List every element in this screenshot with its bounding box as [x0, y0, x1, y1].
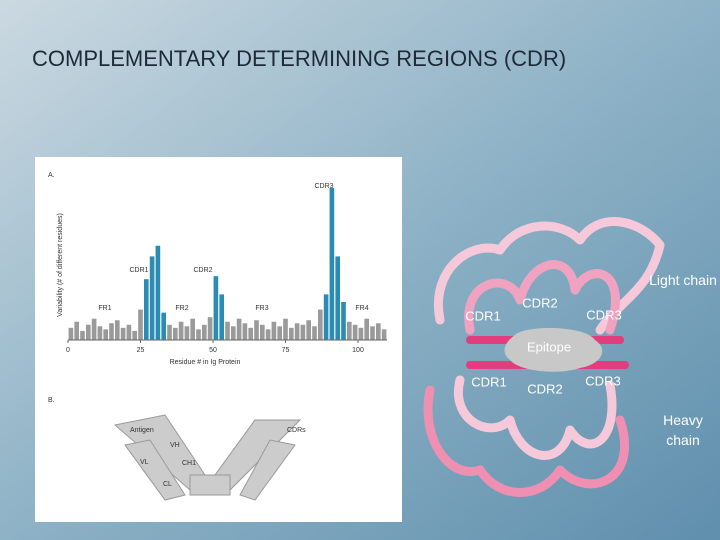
- bar: [329, 188, 335, 340]
- bar: [236, 318, 242, 340]
- epitope-label: Epitope: [527, 339, 571, 354]
- antibody-schematic: [113, 414, 302, 501]
- schematic-label: VH: [170, 442, 180, 449]
- bar: [91, 318, 97, 340]
- bar: [161, 312, 167, 340]
- bar: [196, 329, 201, 340]
- bar: [190, 318, 196, 340]
- bar: [207, 317, 213, 340]
- bar: [230, 326, 236, 340]
- region-label: CDR2: [193, 267, 212, 274]
- x-tick-label: 50: [209, 347, 217, 354]
- cdr-label: CDR1: [471, 374, 506, 389]
- schematic-label: VL: [140, 459, 149, 466]
- bar: [155, 245, 161, 340]
- bar: [172, 327, 178, 340]
- bar: [283, 318, 288, 340]
- bar: [219, 294, 225, 340]
- bar: [138, 309, 143, 340]
- bar: [213, 276, 219, 340]
- cdr-label: CDR3: [585, 373, 620, 388]
- bar: [184, 326, 190, 340]
- bar: [381, 329, 387, 340]
- bar: [265, 329, 271, 340]
- x-axis-label: Residue # in Ig Protein: [170, 359, 241, 366]
- bar: [114, 320, 120, 340]
- bar: [259, 324, 265, 340]
- bar: [178, 321, 184, 340]
- schematic-label: CL: [163, 481, 172, 488]
- diagram-labels: CDR1 CDR2 CDR3 Epitope CDR1 CDR2 CDR3: [465, 295, 621, 396]
- bar: [103, 329, 109, 340]
- bar: [335, 256, 341, 340]
- bar: [97, 326, 103, 340]
- bar: [375, 323, 381, 340]
- bar: [74, 321, 80, 340]
- light-chain-label: Light chain: [649, 272, 717, 288]
- schematic-label: CDRs: [287, 427, 306, 434]
- bar: [352, 324, 358, 340]
- bar: [288, 327, 294, 340]
- cdr-label: CDR3: [586, 307, 621, 322]
- heavy-chain-box: Heavy chain: [663, 412, 703, 448]
- region-label: FR1: [98, 305, 111, 312]
- bar: [300, 324, 306, 340]
- cdr-label: CDR2: [522, 295, 557, 310]
- bar: [80, 330, 85, 340]
- bar: [120, 327, 126, 340]
- bar: [370, 326, 375, 340]
- bar: [358, 327, 364, 340]
- cdr-diagram: [423, 217, 665, 497]
- x-tick-label: 0: [66, 347, 70, 354]
- schematic-label: CH1: [182, 460, 196, 467]
- bar: [277, 326, 283, 340]
- region-label: CDR1: [129, 267, 148, 274]
- bar: [306, 320, 312, 340]
- bar: [312, 326, 317, 340]
- bar: [85, 324, 91, 340]
- panel-label: B.: [48, 397, 55, 404]
- region-label: CDR3: [314, 183, 333, 190]
- bar: [317, 309, 323, 340]
- slide-title: COMPLEMENTARY DETERMINING REGIONS (CDR): [32, 46, 566, 71]
- bar: [271, 321, 277, 340]
- schematic-label: Antigen: [130, 427, 154, 434]
- y-axis-label: Variability (# of different residues): [57, 213, 64, 317]
- region-label: FR2: [175, 305, 188, 312]
- bar: [341, 302, 346, 340]
- x-tick-label: 25: [137, 347, 145, 354]
- light-chain-box: Light chain: [649, 272, 717, 288]
- bar: [132, 330, 138, 340]
- bar: [109, 323, 114, 340]
- bar: [294, 323, 300, 340]
- bar: [126, 324, 132, 340]
- bar: [68, 327, 74, 340]
- figure: A. Variability (# of different residues)…: [35, 157, 402, 522]
- bar: [201, 324, 207, 340]
- bar: [364, 318, 370, 340]
- bar: [143, 279, 149, 340]
- x-tick-label: 75: [282, 347, 290, 354]
- bar: [149, 256, 155, 340]
- bar: [242, 323, 248, 340]
- cdr-label: CDR1: [465, 308, 500, 323]
- region-label: FR3: [255, 305, 268, 312]
- bar: [167, 324, 172, 340]
- bar: [248, 327, 254, 340]
- bar: [254, 320, 259, 340]
- cdr-label: CDR2: [527, 381, 562, 396]
- region-label: FR4: [355, 305, 368, 312]
- bar: [323, 294, 329, 340]
- bar: [225, 321, 230, 340]
- panel-label: A.: [48, 172, 55, 179]
- bar: [346, 321, 352, 340]
- heavy-chain-label: Heavy chain: [663, 412, 703, 448]
- x-tick-label: 100: [352, 347, 364, 354]
